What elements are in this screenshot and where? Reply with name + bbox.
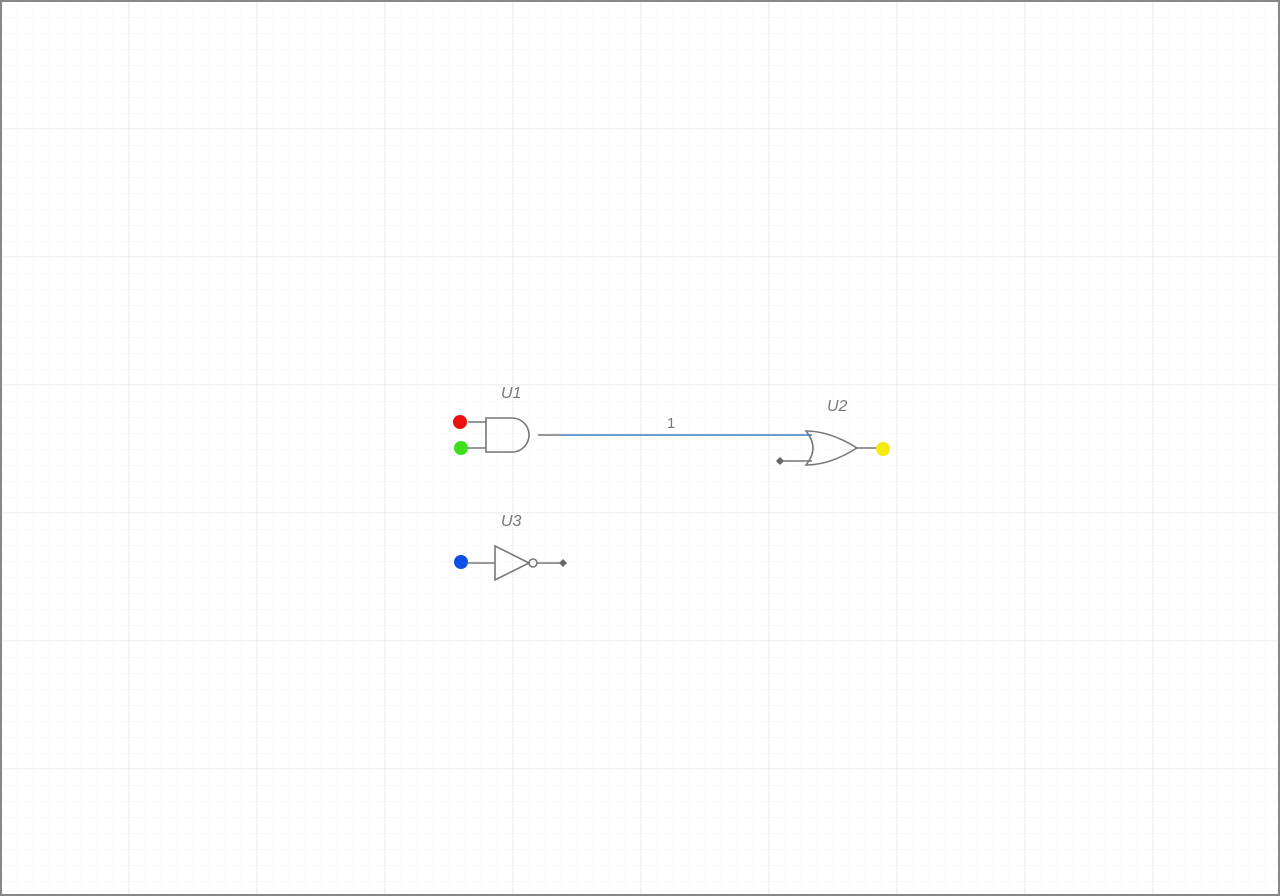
input-red[interactable] xyxy=(453,415,467,429)
not-gate xyxy=(494,544,531,582)
pin xyxy=(559,559,567,567)
component-label: U2 xyxy=(827,398,848,415)
gates xyxy=(468,417,878,582)
pin xyxy=(776,457,784,465)
input-green[interactable] xyxy=(454,441,468,455)
wire-label: 1 xyxy=(667,415,675,432)
component-label: U3 xyxy=(501,513,522,530)
component-label: U1 xyxy=(501,385,521,402)
or-gate xyxy=(804,430,859,466)
output-yellow[interactable] xyxy=(876,442,890,456)
and-gate xyxy=(485,417,530,453)
input-blue[interactable] xyxy=(454,555,468,569)
